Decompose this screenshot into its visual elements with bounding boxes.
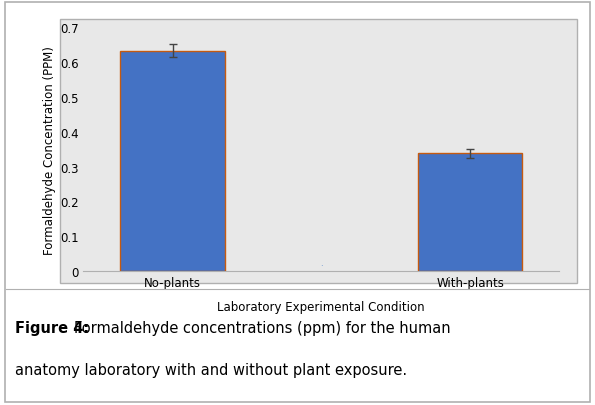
- Text: anatomy laboratory with and without plant exposure.: anatomy laboratory with and without plan…: [15, 362, 407, 377]
- X-axis label: Laboratory Experimental Condition: Laboratory Experimental Condition: [218, 300, 425, 313]
- Text: Formaldehyde concentrations (ppm) for the human: Formaldehyde concentrations (ppm) for th…: [74, 320, 451, 335]
- Text: ·: ·: [320, 261, 322, 270]
- Y-axis label: Formaldehyde Concentration (PPM): Formaldehyde Concentration (PPM): [43, 46, 56, 254]
- Bar: [121, 51, 225, 271]
- Text: Figure 4:: Figure 4:: [15, 320, 89, 335]
- Bar: [418, 154, 522, 271]
